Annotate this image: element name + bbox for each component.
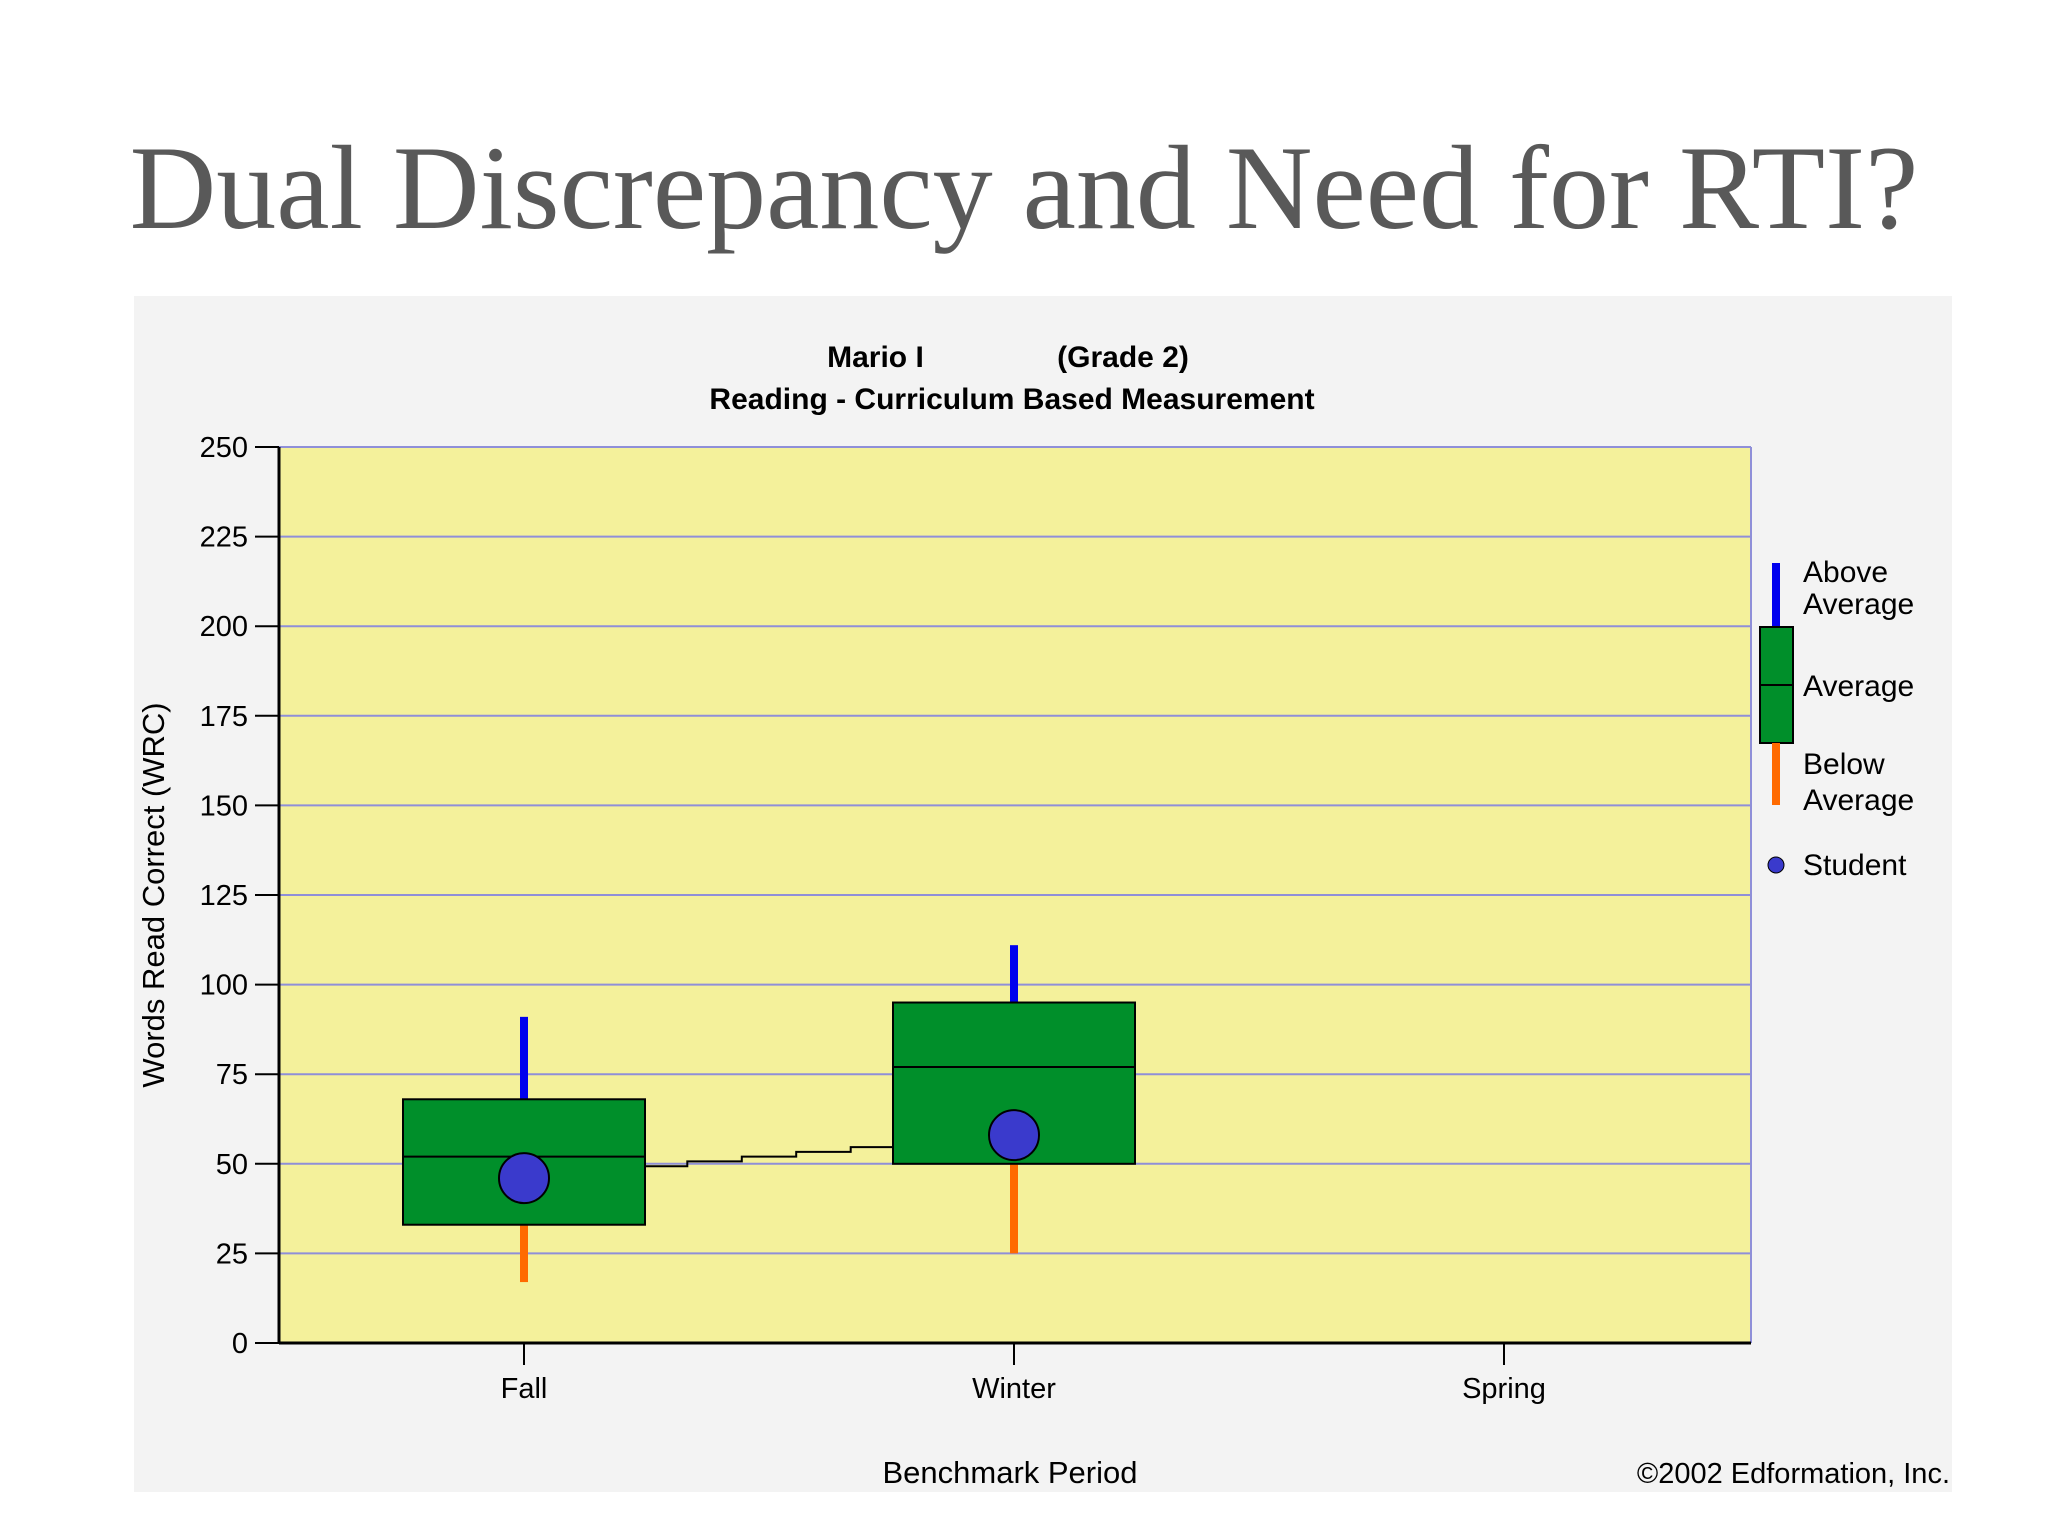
student-point-fall <box>498 1152 550 1205</box>
copyright-text: ©2002 Edformation, Inc. <box>1637 1458 1950 1490</box>
slide-title: Dual Discrepancy and Need for RTI? <box>129 121 1919 254</box>
whisker-above-fall <box>520 1016 528 1100</box>
whisker-below-winter <box>1010 1163 1018 1254</box>
boxes <box>402 945 1136 1283</box>
x-tick-label-winter: Winter <box>972 1373 1056 1405</box>
y-tick-label-250: 250 <box>200 432 248 464</box>
legend-above-word-1: Above <box>1803 556 1888 589</box>
legend-label-above-average: Above Average <box>1803 556 1914 621</box>
legend-above-word-2: Average <box>1803 588 1914 621</box>
y-tick-label-75: 75 <box>216 1059 248 1091</box>
legend-below-word-2: Average <box>1803 784 1914 817</box>
student-points <box>498 1109 1040 1205</box>
legend: Above Average Average Below Average Stud… <box>1759 556 1914 882</box>
student-point-winter <box>988 1109 1040 1162</box>
chart-title-line-2: Reading - Curriculum Based Measurement <box>709 383 1314 416</box>
y-tick-label-175: 175 <box>200 701 248 733</box>
legend-below-average-swatch <box>1772 743 1780 805</box>
chart-title-line-1: Mario I (Grade 2) <box>827 341 1189 374</box>
y-tick-label-125: 125 <box>200 880 248 912</box>
y-tick-label-200: 200 <box>200 611 248 643</box>
whisker-below-fall <box>520 1224 528 1283</box>
y-tick-label-100: 100 <box>200 970 248 1002</box>
legend-below-word-1: Below <box>1803 748 1885 781</box>
y-tick-label-0: 0 <box>232 1328 248 1360</box>
whisker-above-winter <box>1010 945 1018 1003</box>
y-tick-label-225: 225 <box>200 522 248 554</box>
legend-label-student: Student <box>1803 849 1907 882</box>
x-axis-label: Benchmark Period <box>882 1455 1137 1490</box>
x-tick-label-spring: Spring <box>1462 1373 1546 1405</box>
y-tick-label-25: 25 <box>216 1238 248 1270</box>
legend-label-below-average: Below Average <box>1803 748 1914 817</box>
legend-student-marker <box>1767 856 1785 874</box>
y-axis: 0 25 50 75 100 125 150 175 200 225 250 <box>200 432 281 1360</box>
x-tick-label-fall: Fall <box>501 1373 548 1405</box>
y-tick-label-50: 50 <box>216 1149 248 1181</box>
y-tick-label-150: 150 <box>200 790 248 822</box>
legend-label-average: Average <box>1803 670 1914 703</box>
legend-above-average-swatch <box>1772 563 1780 628</box>
y-axis-label: Words Read Correct (WRC) <box>136 702 171 1087</box>
x-axis: Fall Winter Spring <box>279 1341 1751 1405</box>
